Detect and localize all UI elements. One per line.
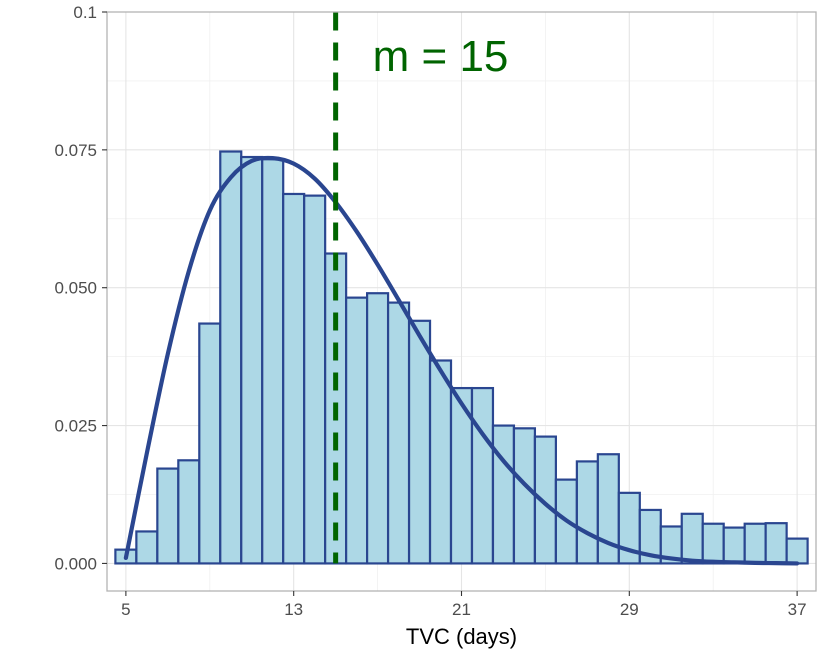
histogram-bar (512, 427, 537, 565)
y-tick-label: 0.000 (54, 554, 97, 573)
histogram-bar (575, 460, 599, 565)
histogram-bar (722, 526, 746, 565)
histogram-bar (491, 424, 516, 565)
axes: 0.000 0.025 0.050 0.075 0.1 5 13 21 29 37 TVC (day… (54, 3, 817, 649)
histogram-bar (156, 467, 180, 565)
histogram-bar (177, 459, 201, 565)
histogram-bars (114, 150, 809, 565)
histogram-bar (743, 522, 767, 565)
y-tick-label: 0.075 (54, 141, 97, 160)
histogram-bar (764, 522, 788, 565)
histogram-bar (701, 522, 725, 565)
histogram-bar (386, 301, 411, 565)
median-group: m = 15 (333, 12, 509, 564)
density-curve-group (123, 155, 800, 566)
histogram-bar (282, 192, 306, 565)
y-tick-label: 0.1 (73, 3, 97, 22)
histogram-bar (240, 155, 264, 565)
histogram-bar (303, 194, 327, 565)
x-tick-label: 29 (620, 600, 639, 619)
median-label: m = 15 (373, 32, 509, 81)
y-tick-label: 0.050 (54, 279, 97, 298)
x-tick-label: 21 (452, 600, 471, 619)
density-curve (123, 155, 800, 566)
histogram-bar (785, 537, 809, 565)
histogram-bar (345, 296, 369, 565)
histogram-bar (198, 322, 222, 565)
histogram-bar (135, 530, 159, 565)
x-axis-title: TVC (days) (406, 624, 517, 649)
x-tick-label: 13 (284, 600, 303, 619)
histogram-bar (428, 359, 453, 565)
histogram-bar (470, 386, 495, 565)
histogram-bar (407, 319, 432, 565)
histogram-bar (366, 292, 390, 565)
x-tick-label: 37 (788, 600, 807, 619)
histogram-bar (261, 158, 285, 565)
y-tick-label: 0.025 (54, 417, 97, 436)
histogram-bar (680, 512, 704, 565)
x-tick-label: 5 (121, 600, 130, 619)
histogram-bar (219, 150, 243, 565)
